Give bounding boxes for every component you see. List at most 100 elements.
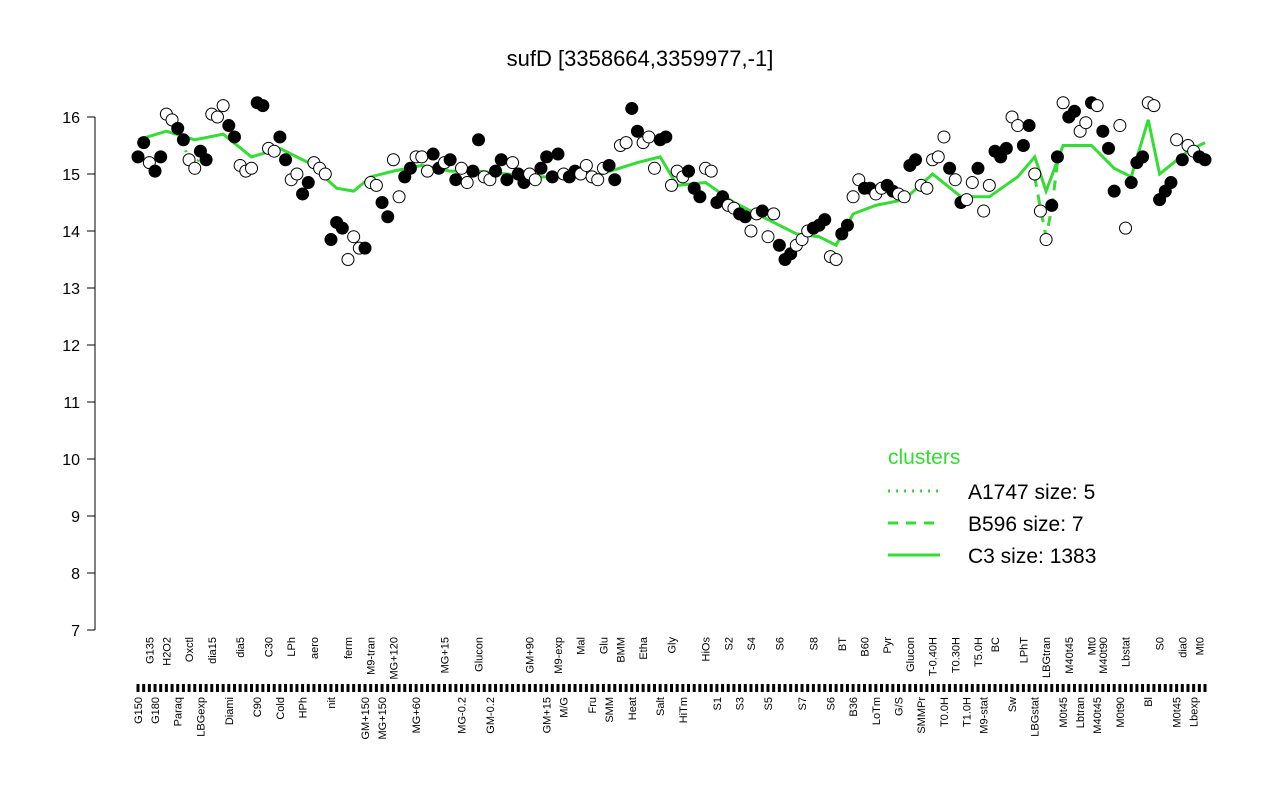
x-tick-label: LBGtran [1041, 637, 1053, 678]
x-tick-label: Lbstat [1121, 637, 1133, 667]
x-tick-label: G/S [894, 697, 906, 716]
x-tick-label: M40t45 [1064, 637, 1076, 674]
chart-title: sufD [3358664,3359977,-1] [507, 46, 774, 71]
x-tick-label: LBGstat [1030, 697, 1042, 737]
point [579, 158, 593, 172]
x-tick-label: T0.30H [950, 637, 962, 673]
point [506, 156, 520, 170]
point [335, 221, 349, 235]
x-tick-label: T-0.40H [928, 637, 940, 676]
point [1198, 153, 1212, 167]
x-tick-label: Salt [655, 697, 667, 716]
point [420, 164, 434, 178]
point [154, 150, 168, 164]
x-tick-label: LPh [286, 637, 298, 657]
x-tick-label: Mt0 [1194, 637, 1206, 655]
point [965, 176, 979, 190]
x-tick-label: S2 [723, 637, 735, 650]
x-tick-label: Lbtran [1075, 697, 1087, 728]
x-tick-label: MG-0.2 [457, 697, 469, 734]
point [642, 130, 656, 144]
x-tick-label: GM+150 [360, 697, 372, 740]
x-tick-label: Diami [224, 697, 236, 725]
x-tick-label: MG+15 [439, 637, 451, 673]
x-tick-label: Heat [627, 697, 639, 720]
y-tick-label: 11 [63, 395, 80, 412]
point [460, 176, 474, 190]
x-tick-label: nit [326, 697, 338, 709]
point [318, 167, 332, 181]
point [381, 210, 395, 224]
point [693, 190, 707, 204]
x-tick-label: Pyr [882, 637, 894, 654]
x-tick-label: S6 [825, 697, 837, 710]
point [948, 173, 962, 187]
x-tick-label: M9-stat [979, 697, 991, 734]
point [1090, 99, 1104, 113]
point [449, 173, 463, 187]
x-tick-label: M/G [559, 697, 571, 718]
point [818, 213, 832, 227]
point [704, 164, 718, 178]
point [545, 170, 559, 184]
point [256, 99, 270, 113]
point [937, 130, 951, 144]
x-tick-label: Glucon [905, 637, 917, 672]
point [682, 164, 696, 178]
point [392, 190, 406, 204]
point [1096, 124, 1110, 138]
point [738, 210, 752, 224]
x-tick-label: S0 [1155, 637, 1167, 650]
x-tick-label: Fru [587, 697, 599, 714]
x-tick-label: HPh [298, 697, 310, 718]
point [137, 136, 151, 150]
x-tick-label: MG+60 [411, 697, 423, 733]
point [1045, 198, 1059, 212]
point [148, 164, 162, 178]
legend-label: B596 size: 7 [968, 513, 1084, 536]
x-tick-label: Oxctl [184, 637, 196, 662]
point [341, 253, 355, 266]
x-tick-label: LBGexp [195, 697, 207, 737]
point [665, 178, 678, 192]
point [386, 153, 400, 167]
x-tick-label: aero [309, 637, 321, 659]
x-tick-label: LPhT [1018, 637, 1030, 664]
y-tick-label: 8 [71, 566, 80, 583]
point [176, 133, 190, 147]
x-tick-label: Glucon [474, 637, 486, 672]
x-tick-label: M40t45 [1092, 697, 1104, 734]
point [403, 161, 417, 175]
x-tick-label: Cold [275, 697, 287, 720]
x-tick-label: S1 [712, 697, 724, 710]
x-tick-label: LoTm [871, 697, 883, 725]
point [977, 204, 991, 218]
y-tick-label: 7 [71, 623, 80, 640]
y-tick-label: 15 [62, 167, 80, 184]
point [909, 153, 923, 167]
point [358, 241, 372, 255]
point [1147, 99, 1161, 113]
x-tick-label: T0.0H [939, 697, 951, 727]
x-tick-label: G180 [150, 697, 162, 724]
x-tick-label: S7 [797, 697, 809, 710]
y-tick-label: 10 [62, 452, 80, 469]
point [227, 130, 241, 144]
point [528, 173, 542, 187]
point [755, 204, 769, 218]
point [591, 173, 605, 187]
point [1164, 176, 1178, 190]
point [245, 161, 259, 175]
x-tick-label: M40t90 [1098, 637, 1110, 674]
point [171, 121, 185, 135]
point [489, 164, 503, 178]
point [540, 150, 554, 164]
x-tick-label: MG+150 [377, 697, 389, 740]
point [131, 150, 145, 164]
point [619, 136, 633, 150]
point [897, 190, 911, 204]
x-tick-label: ferm [343, 637, 355, 659]
point [625, 101, 639, 115]
point [494, 153, 508, 167]
point [647, 161, 661, 175]
